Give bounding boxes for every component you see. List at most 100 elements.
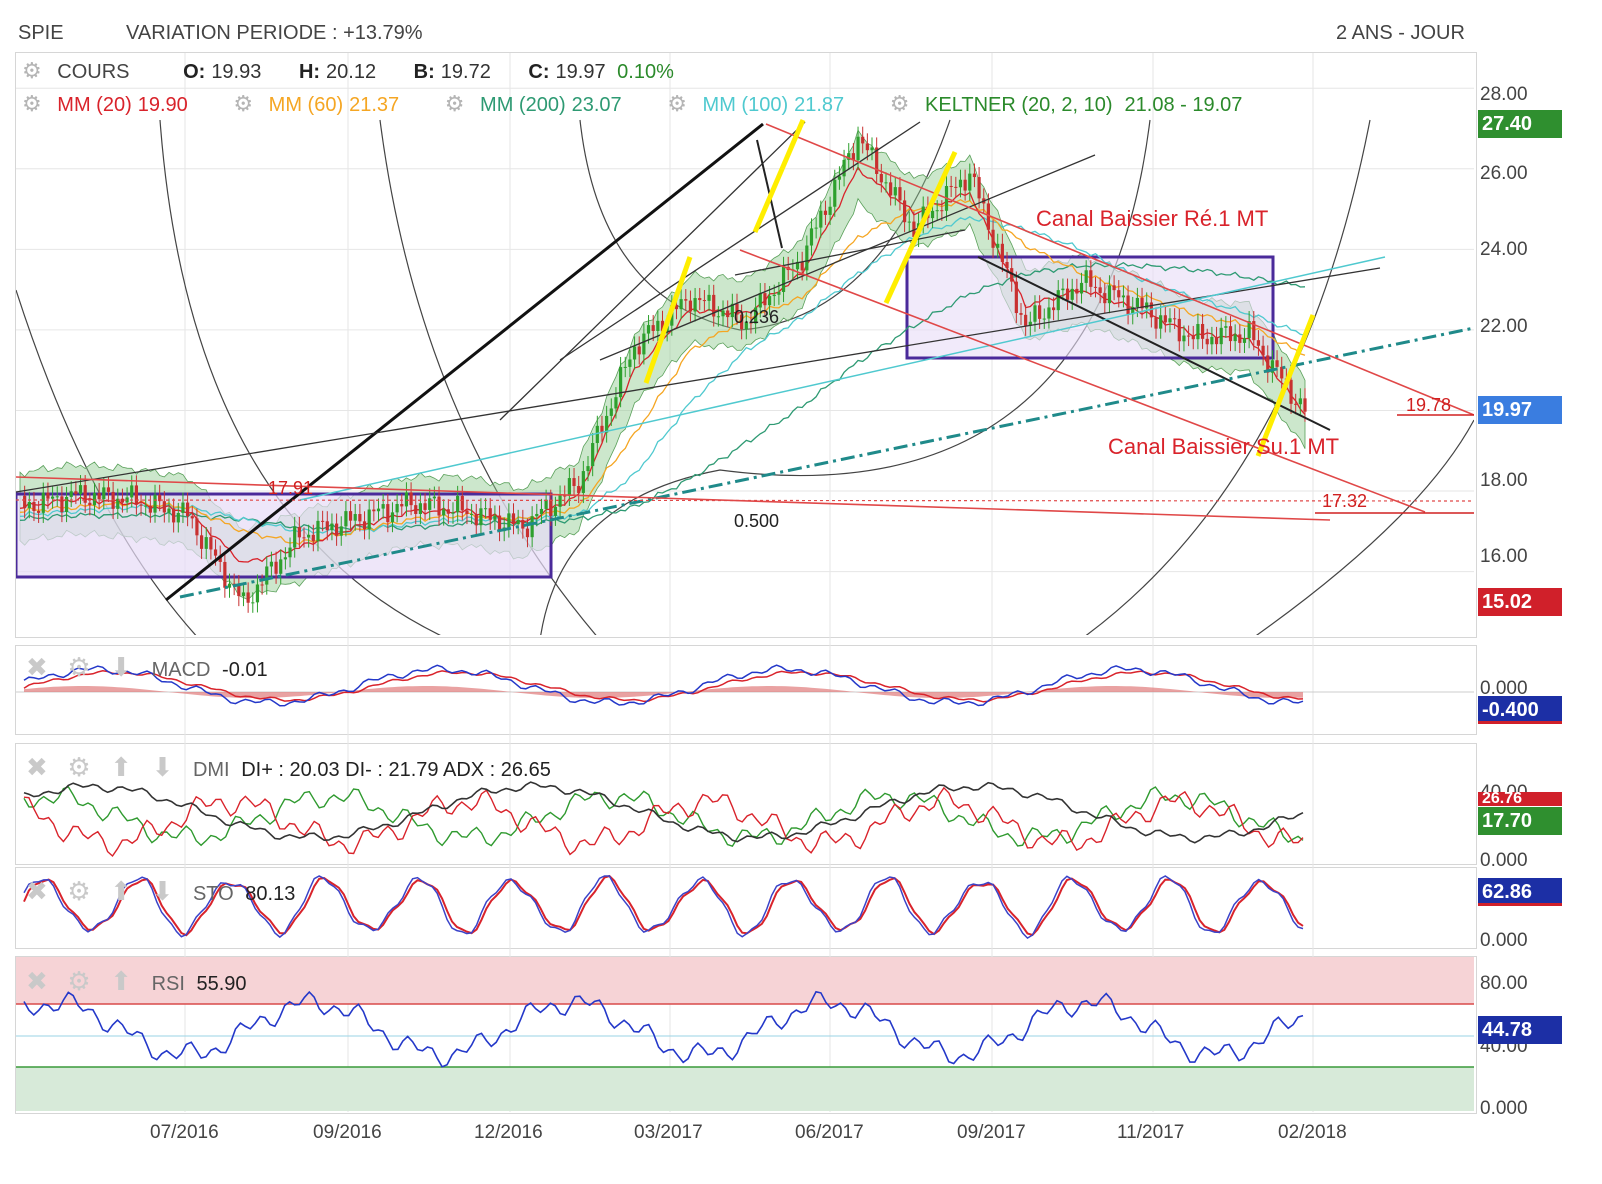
y-tick-24: 24.00 <box>1480 239 1528 260</box>
candle-body <box>1065 288 1070 300</box>
gear-icon[interactable]: ⚙ <box>22 58 42 83</box>
candle-body <box>479 508 483 526</box>
candle-body <box>600 425 604 433</box>
arrow-up-icon[interactable]: ⬆ <box>110 752 133 782</box>
candle-body <box>1214 336 1219 345</box>
candle-body <box>190 516 194 519</box>
candle-body <box>432 496 436 499</box>
y-tick-22: 22.00 <box>1480 316 1528 337</box>
candle-body <box>707 294 711 301</box>
candle-body <box>907 221 911 223</box>
candle-body <box>1187 335 1191 337</box>
mm20-value: 19.90 <box>137 94 188 116</box>
candle-body <box>875 147 879 174</box>
candle-body <box>684 299 688 301</box>
candle-body <box>693 298 697 312</box>
candle-body <box>614 397 618 409</box>
candle-body <box>870 147 874 151</box>
candle-body <box>400 503 404 507</box>
candle-body <box>423 503 427 510</box>
candle-body <box>353 514 357 521</box>
candle-body <box>865 143 869 151</box>
y-tick-28: 28.00 <box>1480 84 1528 105</box>
gear-icon[interactable]: ⚙ <box>667 91 687 116</box>
candle-body <box>1168 318 1172 323</box>
candle-body <box>41 492 45 513</box>
close-icon[interactable]: ✖ <box>26 752 48 782</box>
candle-body <box>940 210 944 212</box>
arrow-down-icon[interactable]: ⬇ <box>151 752 174 782</box>
candle-body <box>679 299 683 310</box>
gear-icon[interactable]: ⚙ <box>22 91 42 116</box>
dmi-panel[interactable] <box>15 743 1477 865</box>
candle-body <box>986 203 991 230</box>
candle-body <box>144 505 148 507</box>
candle-body <box>390 512 395 523</box>
candle-body <box>637 346 641 355</box>
candle-body <box>344 511 348 527</box>
candle-body <box>772 294 776 297</box>
period-selector[interactable]: 2 ANS - JOUR <box>1336 22 1465 44</box>
close-icon[interactable]: ✖ <box>26 966 48 996</box>
candle-body <box>758 293 762 308</box>
canal-resistance-label: Canal Baissier Ré.1 MT <box>1036 206 1269 231</box>
candle-body <box>730 303 734 318</box>
candle-body <box>800 261 804 271</box>
candle-body <box>311 534 315 542</box>
candle-body <box>1228 326 1233 342</box>
candle-body <box>372 509 376 512</box>
mm200-value: 23.07 <box>571 94 622 116</box>
candle-body <box>828 206 832 215</box>
gear-icon[interactable]: ⚙ <box>67 652 91 682</box>
rsi-label: RSI <box>151 973 185 995</box>
candle-body <box>302 537 306 539</box>
arrow-up-icon[interactable]: ⬆ <box>110 876 133 906</box>
candle-body <box>674 305 679 310</box>
gear-icon[interactable]: ⚙ <box>889 91 910 116</box>
candle-body <box>88 502 92 506</box>
gear-icon[interactable]: ⚙ <box>444 91 465 116</box>
indicator-legend: ⚙ MM (20) 19.90 ⚙ MM (60) 21.37 ⚙ MM (200)… <box>22 91 1242 117</box>
candle-body <box>395 503 399 513</box>
sto-panel[interactable] <box>15 867 1477 949</box>
gear-icon[interactable]: ⚙ <box>67 876 91 906</box>
arrow-down-icon[interactable]: ⬇ <box>151 876 174 906</box>
arrow-up-icon[interactable]: ⬆ <box>110 966 133 996</box>
rsi-tick-zero: 0.000 <box>1480 1098 1528 1119</box>
candle-body <box>744 321 748 330</box>
candle-body <box>1289 379 1293 404</box>
candle-body <box>1047 307 1051 319</box>
gear-icon[interactable]: ⚙ <box>233 91 254 116</box>
x-tick: 07/2016 <box>150 1122 219 1143</box>
candle-body <box>809 228 814 246</box>
candle-body <box>646 325 651 334</box>
candle-body <box>1028 321 1032 326</box>
candle-body <box>530 516 534 538</box>
candle-body <box>949 185 953 187</box>
gear-icon[interactable]: ⚙ <box>67 752 91 782</box>
candle-body <box>1093 286 1098 288</box>
candle-body <box>162 501 166 513</box>
arrow-down-icon[interactable]: ⬇ <box>110 652 133 682</box>
trend-lines <box>16 119 1474 602</box>
candle-body <box>833 179 837 207</box>
candle-body <box>288 547 292 558</box>
candle-body <box>572 478 576 487</box>
close-icon[interactable]: ✖ <box>26 652 48 682</box>
candle-body <box>428 498 432 510</box>
candle-body <box>996 243 1000 248</box>
candle-body <box>497 515 502 532</box>
candle-body <box>511 513 516 525</box>
close-icon[interactable]: ✖ <box>26 876 48 906</box>
gear-icon[interactable]: ⚙ <box>67 966 91 996</box>
candle-body <box>1233 334 1237 342</box>
candle-body <box>204 537 208 549</box>
y-tick-26: 26.00 <box>1480 163 1528 184</box>
y-tick-16: 16.00 <box>1480 546 1528 567</box>
candle-body <box>805 245 809 271</box>
candle-body <box>1126 295 1130 315</box>
candle-body <box>106 487 111 492</box>
candle-body <box>474 513 478 526</box>
candle-body <box>767 296 772 306</box>
